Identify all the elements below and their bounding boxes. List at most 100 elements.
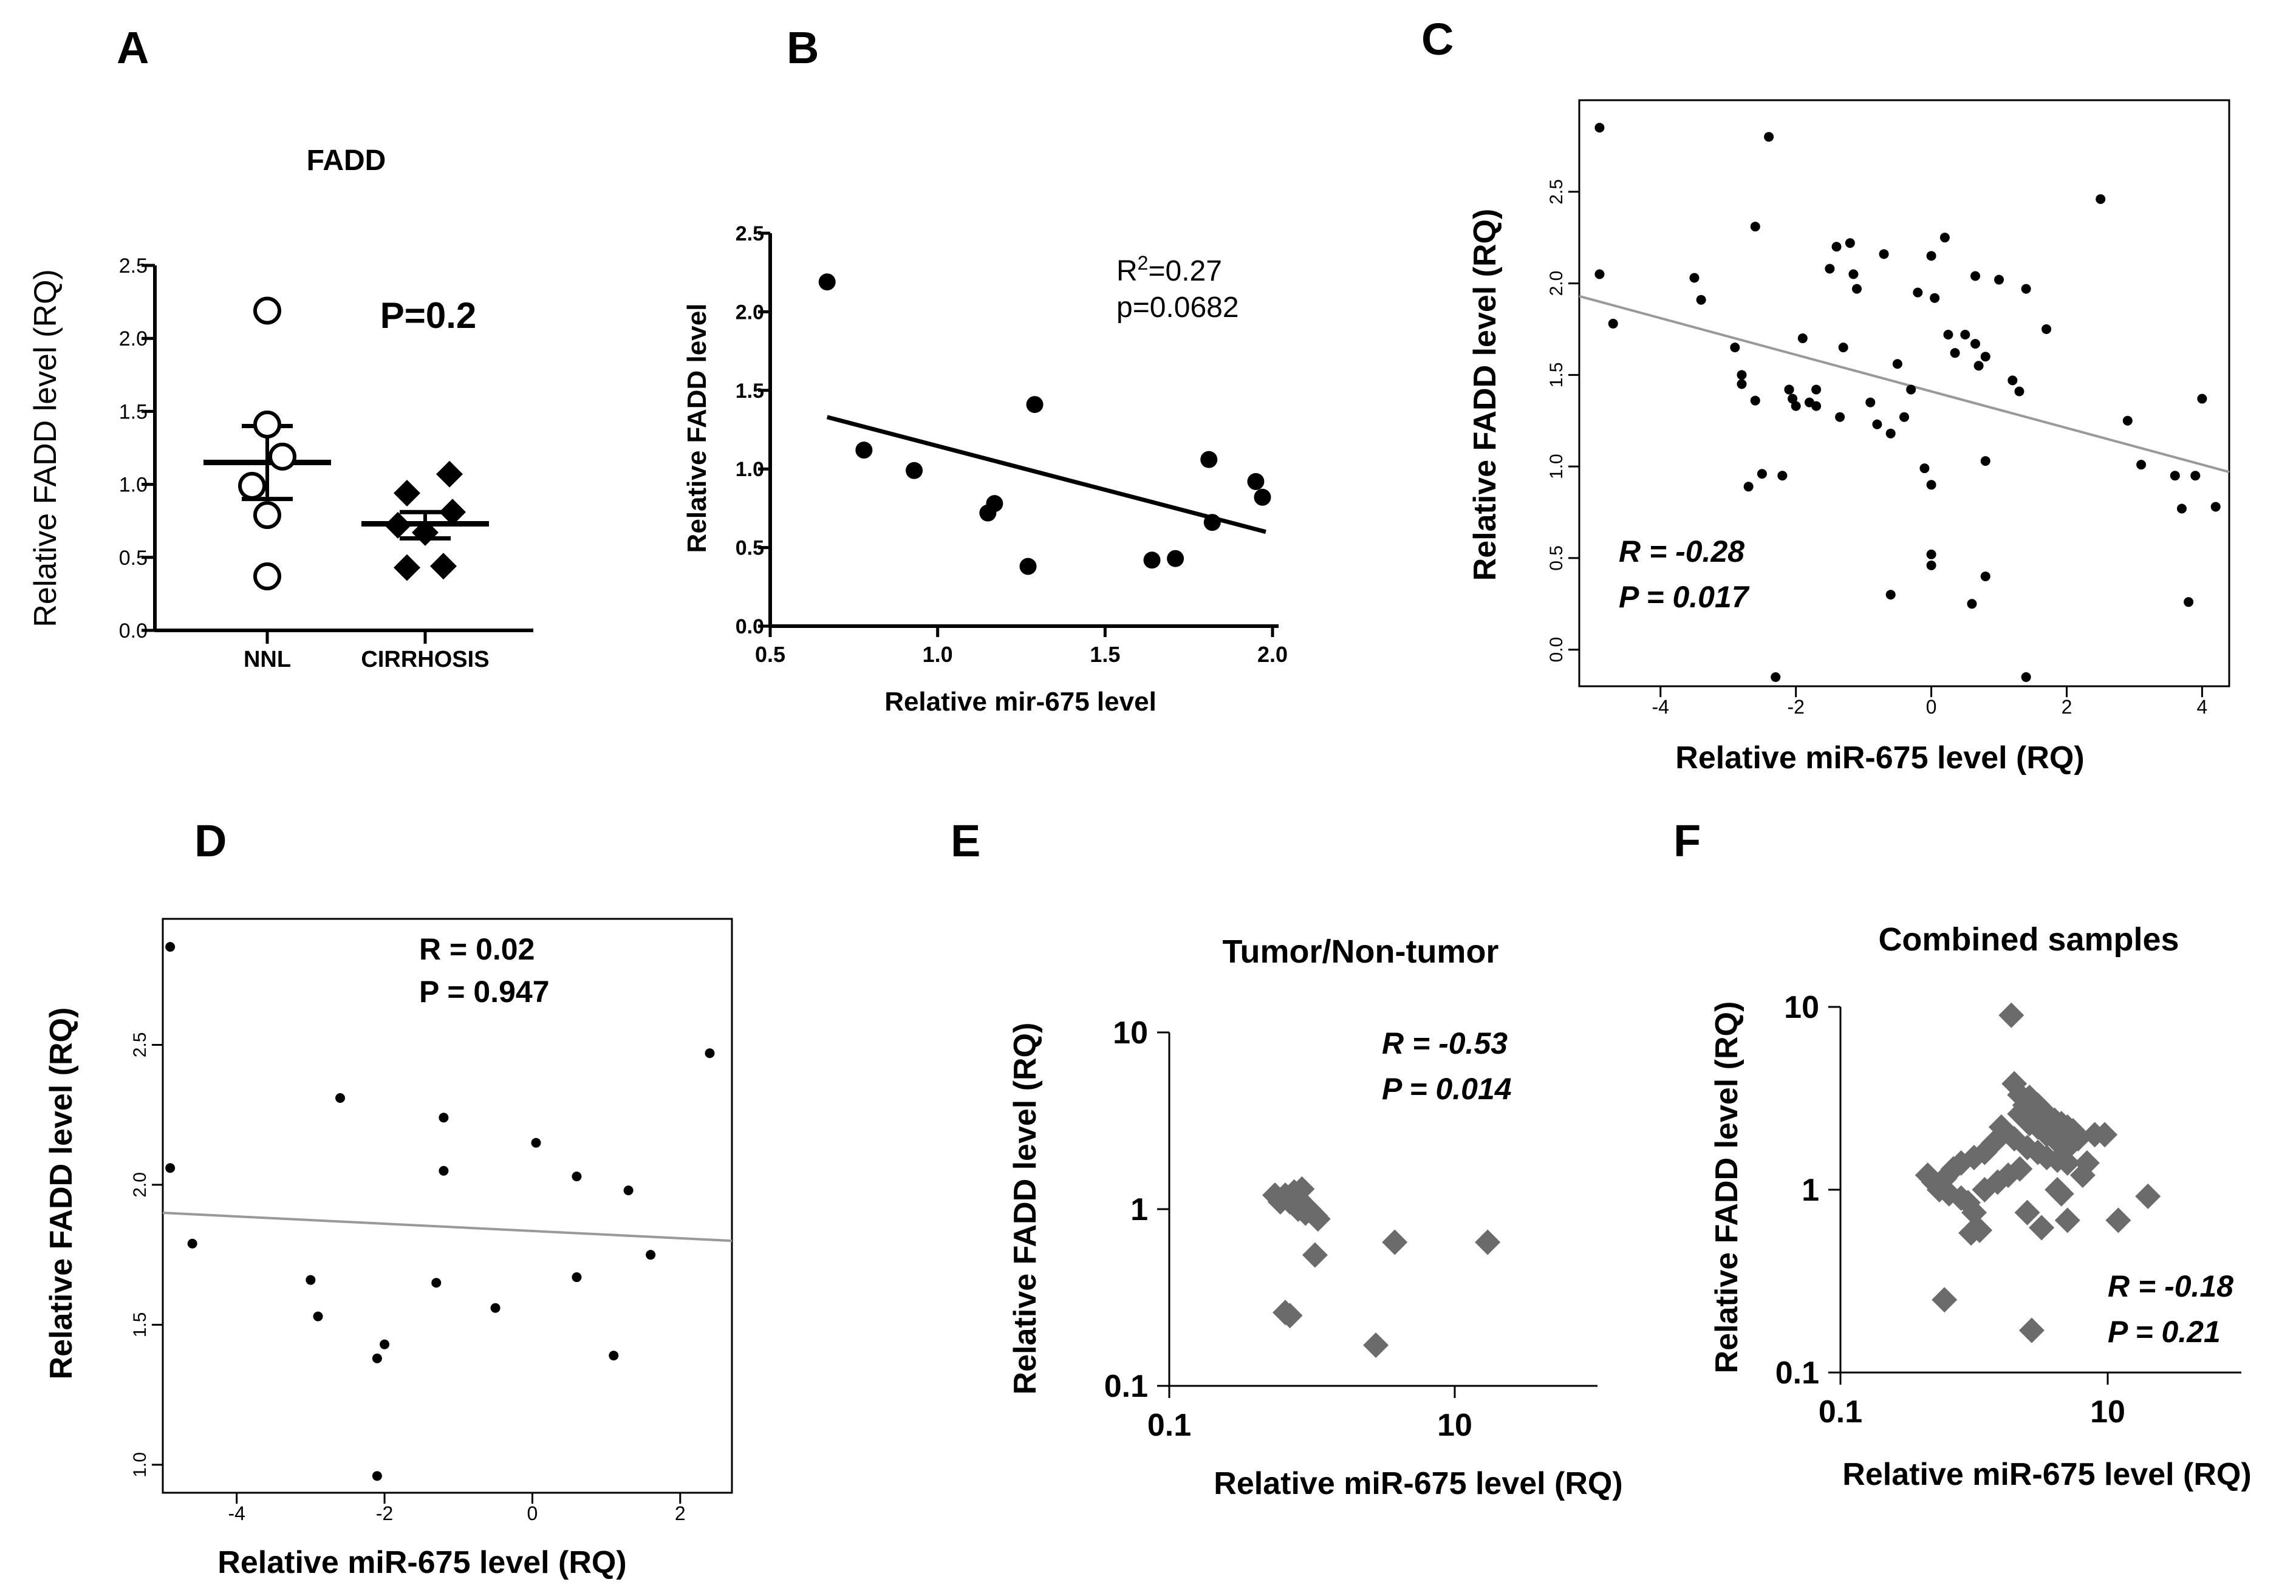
data-point <box>2054 1207 2080 1233</box>
data-point <box>1737 370 1747 380</box>
data-point-cirrhosis <box>439 499 466 526</box>
p-value-annotation: P = 0.014 <box>1382 1072 1512 1106</box>
data-point <box>431 1278 442 1288</box>
data-point <box>2054 1150 2080 1176</box>
data-point <box>2074 1150 2100 1176</box>
data-point-nnl <box>253 296 281 325</box>
data-point-nnl <box>238 472 266 500</box>
data-point <box>1696 295 1706 305</box>
y-tick-label: 1.0 <box>736 458 764 481</box>
panel-label-b: B <box>787 22 819 73</box>
data-point <box>2136 460 2147 470</box>
data-point <box>1737 379 1747 389</box>
y-tick-label: 2.0 <box>736 301 764 324</box>
panel-label-d: D <box>194 816 227 866</box>
data-point <box>2197 394 2207 404</box>
data-point <box>1885 428 1896 438</box>
data-point <box>1730 343 1740 353</box>
x-axis-label: Relative miR-675 level (RQ) <box>217 1545 626 1580</box>
x-tick-label: 0.1 <box>1819 1394 1862 1430</box>
data-point <box>380 1339 390 1349</box>
data-point <box>646 1250 656 1260</box>
data-point <box>1958 1220 1984 1246</box>
data-point <box>313 1311 323 1321</box>
data-point <box>1930 293 1940 303</box>
y-tick-label: 1.5 <box>130 1312 150 1338</box>
data-point <box>1980 456 1990 466</box>
data-point <box>1970 271 1981 281</box>
y-tick-label: 0.1 <box>1104 1369 1148 1404</box>
data-point <box>2176 503 2187 514</box>
x-axis-label: Relative mir-675 level <box>884 687 1157 717</box>
data-point-cirrhosis <box>394 480 420 507</box>
data-point <box>439 1113 449 1123</box>
y-tick-label: 1.5 <box>119 400 148 423</box>
y-axis-label: Relative FADD level (RQ) <box>28 269 63 627</box>
x-axis-label: Relative miR-675 level (RQ) <box>1675 740 2084 776</box>
data-point <box>2029 1215 2055 1241</box>
x-tick-label: -4 <box>1652 696 1669 718</box>
y-tick-label: 1 <box>1802 1173 1819 1208</box>
panel-f: F Combined samples 0.1 1 10 0.1 10 Relative miR… <box>1673 816 2252 1492</box>
data-point <box>1203 514 1221 531</box>
y-tick-label: 2.0 <box>130 1172 150 1198</box>
data-point <box>1906 384 1916 395</box>
y-tick-label: 1.5 <box>1546 362 1567 387</box>
x-tick-label: 0.1 <box>1147 1408 1191 1443</box>
data-point <box>2122 415 2133 426</box>
data-point <box>818 273 836 291</box>
data-point <box>855 442 873 459</box>
plot-frame <box>162 918 733 1494</box>
y-axis-label: Relative FADD level (RQ) <box>1467 209 1503 581</box>
data-point <box>1915 1162 1941 1188</box>
panel-c: C 0.0 0.5 1.0 1.5 2.0 2.5 -4 -2 0 2 4 Relative miR-6… <box>1421 14 2230 776</box>
data-point-nnl <box>253 562 281 591</box>
r-squared-annotation: R2=0.27 <box>1116 252 1222 287</box>
data-point <box>1980 571 1990 582</box>
data-point <box>906 462 923 479</box>
data-point <box>1943 330 1953 339</box>
y-tick-label: 0.5 <box>1546 545 1567 571</box>
data-point <box>1885 590 1896 600</box>
data-point <box>2021 672 2031 682</box>
data-point <box>531 1137 541 1148</box>
panel-d: D 1.0 1.5 2.0 2.5 -4 -2 0 2 Relative miR-675 leve… <box>44 816 733 1580</box>
data-point <box>1926 549 1936 559</box>
data-point-cirrhosis <box>430 553 457 580</box>
data-point <box>2041 324 2052 334</box>
data-point <box>1305 1206 1331 1232</box>
data-point <box>705 1048 715 1059</box>
data-point <box>1026 396 1044 414</box>
y-tick-label: 0.1 <box>1775 1356 1819 1391</box>
panel-e: E Tumor/Non-tumor 0.1 1 10 0.1 10 Relative miR-… <box>951 816 1623 1501</box>
panel-label-a: A <box>117 22 149 73</box>
y-tick-label: 1 <box>1130 1192 1148 1227</box>
data-point <box>2170 471 2180 481</box>
x-axis-label: Relative miR-675 level (RQ) <box>1214 1466 1622 1501</box>
data-point <box>1913 287 1923 298</box>
data-point <box>1019 558 1037 575</box>
data-point <box>1289 1176 1315 1202</box>
data-point <box>2014 386 2024 397</box>
data-point <box>1771 672 1781 682</box>
data-point <box>490 1303 501 1313</box>
y-tick-label: 0.0 <box>736 615 764 638</box>
data-point-cirrhosis <box>412 519 439 546</box>
data-point <box>2021 284 2031 294</box>
data-point <box>1811 384 1822 395</box>
data-point <box>2007 1156 2033 1182</box>
data-point <box>439 1165 449 1176</box>
data-point <box>1750 222 1760 232</box>
x-tick-label: -2 <box>1787 696 1804 718</box>
data-point <box>1872 419 1882 429</box>
data-point <box>1926 251 1936 261</box>
data-point <box>2092 1122 2118 1148</box>
data-point <box>1608 318 1618 329</box>
data-point <box>1784 384 1794 395</box>
y-tick-label: 2.5 <box>1546 179 1567 205</box>
data-point-cirrhosis <box>436 460 463 488</box>
data-point <box>1838 343 1848 353</box>
data-point <box>2096 194 2106 204</box>
data-point <box>1926 560 1936 570</box>
